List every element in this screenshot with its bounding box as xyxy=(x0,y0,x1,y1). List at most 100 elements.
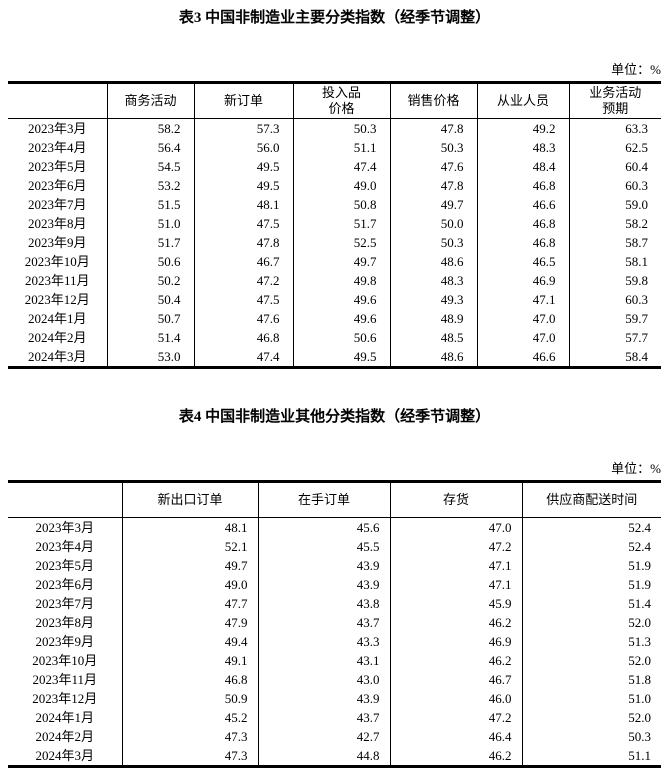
value-cell: 51.9 xyxy=(628,577,651,592)
value-cell: 48.1 xyxy=(122,517,259,537)
value-cell: 45.9 xyxy=(390,594,523,613)
table-row: 2023年11月 46.8 43.0 46.7 51.8 xyxy=(8,670,661,689)
row-label: 2024年3月 xyxy=(8,746,123,767)
value-cell: 52.5 xyxy=(293,233,391,252)
value-cell: 46.9 xyxy=(390,632,523,651)
table-row: 2023年12月 50.9 43.9 46.0 51.0 xyxy=(8,689,661,708)
value-cell: 46.8 xyxy=(122,670,259,689)
table-row: 2023年5月 54.5 49.5 47.4 47.6 48.4 60.4 xyxy=(8,157,661,176)
value-cell: 43.1 xyxy=(258,651,391,670)
value-cell: 43.3 xyxy=(258,632,391,651)
value-cell: 46.6 xyxy=(477,195,570,214)
table-row: 2023年9月 51.7 47.8 52.5 50.3 46.8 58.7 xyxy=(8,233,661,252)
value-cell: 58.2 xyxy=(625,216,648,231)
value-cell: 57.7 xyxy=(625,330,648,345)
value-cell: 49.0 xyxy=(122,575,259,594)
value-cell: 46.2 xyxy=(390,746,523,767)
value-cell: 46.0 xyxy=(390,689,523,708)
value-cell: 48.4 xyxy=(477,157,570,176)
row-label: 2024年2月 xyxy=(8,328,108,347)
value-cell: 48.3 xyxy=(477,138,570,157)
table-row: 2023年7月 51.5 48.1 50.8 49.7 46.6 59.0 xyxy=(8,195,661,214)
value-cell: 49.8 xyxy=(293,271,391,290)
value-cell: 45.2 xyxy=(122,708,259,727)
value-cell: 47.0 xyxy=(477,309,570,328)
table3-unit-label: 单位：% xyxy=(611,62,661,77)
value-cell: 56.0 xyxy=(194,138,294,157)
value-cell: 47.8 xyxy=(390,118,478,138)
value-cell: 47.6 xyxy=(194,309,294,328)
row-label: 2023年4月 xyxy=(8,138,108,157)
value-cell: 49.5 xyxy=(194,176,294,195)
table3-header: 商务活动 新订单 投入品 价格 销售价格 从业人员 业务活动 预期 xyxy=(8,82,661,119)
value-cell: 46.2 xyxy=(390,651,523,670)
value-cell: 50.4 xyxy=(107,290,195,309)
column-header: 销售价格 xyxy=(390,82,478,119)
value-cell: 47.2 xyxy=(194,271,294,290)
value-cell: 58.1 xyxy=(625,254,648,269)
value-cell: 60.3 xyxy=(625,292,648,307)
value-cell: 46.6 xyxy=(477,347,570,368)
value-cell: 49.1 xyxy=(122,651,259,670)
value-cell: 52.0 xyxy=(628,615,651,630)
value-cell: 46.8 xyxy=(477,233,570,252)
value-cell: 47.4 xyxy=(194,347,294,368)
value-cell: 47.1 xyxy=(390,575,523,594)
value-cell: 52.1 xyxy=(122,537,259,556)
document-page: 表3 中国非制造业主要分类指数（经季节调整） 单位：% 商务活动 新订单 投入品 价… xyxy=(8,0,661,768)
value-cell: 47.8 xyxy=(390,176,478,195)
row-label: 2023年4月 xyxy=(8,537,123,556)
value-cell: 49.3 xyxy=(390,290,478,309)
value-cell: 43.7 xyxy=(258,613,391,632)
value-cell: 50.3 xyxy=(293,118,391,138)
table-row: 2023年8月 47.9 43.7 46.2 52.0 xyxy=(8,613,661,632)
row-label: 2023年3月 xyxy=(8,118,108,138)
table4-title: 表4 中国非制造业其他分类指数（经季节调整） xyxy=(178,409,491,425)
value-cell: 50.9 xyxy=(122,689,259,708)
value-cell: 49.0 xyxy=(293,176,391,195)
table-row: 2023年4月 52.1 45.5 47.2 52.4 xyxy=(8,537,661,556)
value-cell: 44.8 xyxy=(258,746,391,767)
value-cell: 53.0 xyxy=(107,347,195,368)
table4-header: 新出口订单 在手订单 存货 供应商配送时间 xyxy=(8,481,661,518)
row-label: 2023年5月 xyxy=(8,157,108,176)
row-label: 2023年9月 xyxy=(8,233,108,252)
value-cell: 43.8 xyxy=(258,594,391,613)
value-cell: 50.3 xyxy=(390,233,478,252)
row-label: 2024年2月 xyxy=(8,727,123,746)
value-cell: 56.4 xyxy=(107,138,195,157)
value-cell: 42.7 xyxy=(258,727,391,746)
value-cell: 52.4 xyxy=(628,539,651,554)
table4: 新出口订单 在手订单 存货 供应商配送时间 2023年3月 48.1 45.6 47.0 52… xyxy=(8,480,661,768)
value-cell: 50.3 xyxy=(628,729,651,744)
column-header xyxy=(8,481,123,518)
row-label: 2024年3月 xyxy=(8,347,108,368)
value-cell: 51.3 xyxy=(628,634,651,649)
table-row: 2023年6月 53.2 49.5 49.0 47.8 46.8 60.3 xyxy=(8,176,661,195)
table3-body: 2023年3月 58.2 57.3 50.3 47.8 49.2 63.3 2023年4月 56… xyxy=(8,118,661,368)
table-row: 2023年11月 50.2 47.2 49.8 48.3 46.9 59.8 xyxy=(8,271,661,290)
value-cell: 51.0 xyxy=(628,691,651,706)
table-row: 2023年12月 50.4 47.5 49.6 49.3 47.1 60.3 xyxy=(8,290,661,309)
value-cell: 46.8 xyxy=(477,176,570,195)
value-cell: 49.7 xyxy=(122,556,259,575)
value-cell: 53.2 xyxy=(107,176,195,195)
value-cell: 47.3 xyxy=(122,746,259,767)
value-cell: 47.0 xyxy=(477,328,570,347)
value-cell: 46.5 xyxy=(477,252,570,271)
column-header: 新订单 xyxy=(194,82,294,119)
row-label: 2023年10月 xyxy=(8,651,123,670)
table-row: 2024年2月 51.4 46.8 50.6 48.5 47.0 57.7 xyxy=(8,328,661,347)
value-cell: 47.2 xyxy=(390,708,523,727)
value-cell: 48.3 xyxy=(390,271,478,290)
row-label: 2023年12月 xyxy=(8,689,123,708)
value-cell: 50.6 xyxy=(107,252,195,271)
value-cell: 58.2 xyxy=(107,118,195,138)
value-cell: 48.6 xyxy=(390,252,478,271)
table-row: 2024年1月 50.7 47.6 49.6 48.9 47.0 59.7 xyxy=(8,309,661,328)
value-cell: 52.4 xyxy=(628,520,651,535)
table-row: 2024年1月 45.2 43.7 47.2 52.0 xyxy=(8,708,661,727)
column-header: 投入品 价格 xyxy=(293,82,391,119)
table-row: 2024年2月 47.3 42.7 46.4 50.3 xyxy=(8,727,661,746)
table-row: 2023年6月 49.0 43.9 47.1 51.9 xyxy=(8,575,661,594)
